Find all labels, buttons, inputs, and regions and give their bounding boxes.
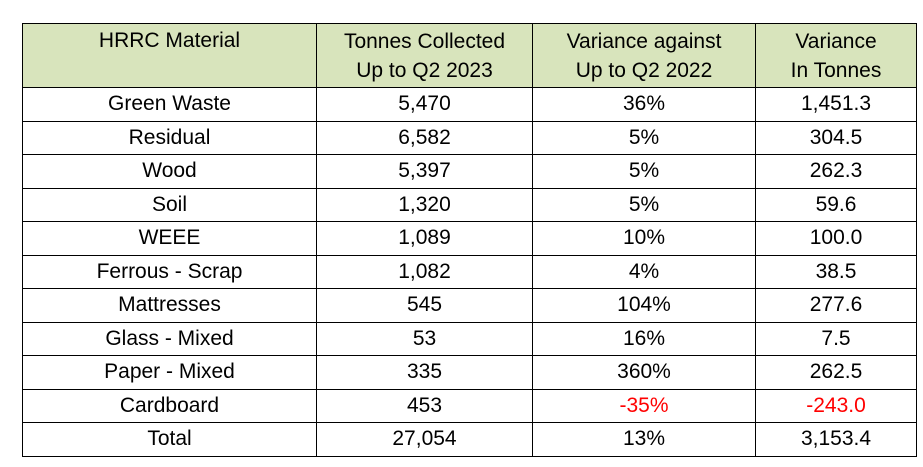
table-row: Glass - Mixed 53 16% 7.5 <box>22 321 917 356</box>
tonnes-cell: 545 <box>316 288 533 323</box>
variance-pct-cell: 5% <box>532 187 756 222</box>
material-cell: Mattresses <box>22 288 317 323</box>
variance-tonnes-cell: 7.5 <box>755 321 917 356</box>
tonnes-cell: 1,082 <box>316 254 533 289</box>
variance-pct-cell: 10% <box>532 221 756 256</box>
tonnes-cell: 5,470 <box>316 87 533 122</box>
variance-pct-cell: 4% <box>532 254 756 289</box>
variance-tonnes-cell: 59.6 <box>755 187 917 222</box>
variance-pct-cell: 5% <box>532 154 756 189</box>
table-row: Green Waste 5,470 36% 1,451.3 <box>22 87 917 122</box>
tonnes-cell: 53 <box>316 321 533 356</box>
variance-pct-cell: 360% <box>532 355 756 390</box>
variance-tonnes-cell: -243.0 <box>755 388 917 423</box>
table-row: Total 27,054 13% 3,153.4 <box>22 422 917 457</box>
material-cell: Total <box>22 422 317 457</box>
variance-tonnes-cell: 262.5 <box>755 355 917 390</box>
variance-tonnes-cell: 1,451.3 <box>755 87 917 122</box>
material-cell: Cardboard <box>22 388 317 423</box>
header-variance-line2: Up to Q2 2022 <box>575 58 713 82</box>
material-cell: Soil <box>22 187 317 222</box>
table-body: Green Waste 5,470 36% 1,451.3 Residual 6,582 5… <box>22 87 917 457</box>
material-cell: Ferrous - Scrap <box>22 254 317 289</box>
tonnes-cell: 5,397 <box>316 154 533 189</box>
variance-pct-cell: -35% <box>532 388 756 423</box>
variance-tonnes-cell: 262.3 <box>755 154 917 189</box>
table-header-row: HRRC Material Tonnes Collected Up to Q2 … <box>22 23 917 88</box>
variance-pct-cell: 16% <box>532 321 756 356</box>
table-row: Paper - Mixed 335 360% 262.5 <box>22 355 917 390</box>
variance-tonnes-cell: 3,153.4 <box>755 422 917 457</box>
tonnes-cell: 1,089 <box>316 221 533 256</box>
table-row: Residual 6,582 5% 304.5 <box>22 120 917 155</box>
material-cell: Wood <box>22 154 317 189</box>
variance-pct-cell: 5% <box>532 120 756 155</box>
header-variance-tonnes-line1: Variance <box>795 29 877 53</box>
tonnes-cell: 6,582 <box>316 120 533 155</box>
variance-pct-cell: 13% <box>532 422 756 457</box>
tonnes-cell: 335 <box>316 355 533 390</box>
header-variance-against: Variance against Up to Q2 2022 <box>532 23 756 88</box>
table-row: WEEE 1,089 10% 100.0 <box>22 221 917 256</box>
header-tonnes-line2: Up to Q2 2023 <box>356 58 493 82</box>
table-row: Ferrous - Scrap 1,082 4% 38.5 <box>22 254 917 289</box>
material-cell: Residual <box>22 120 317 155</box>
variance-tonnes-cell: 100.0 <box>755 221 917 256</box>
table-row: Soil 1,320 5% 59.6 <box>22 187 917 222</box>
header-variance-tonnes-line2: In Tonnes <box>790 58 882 82</box>
variance-pct-cell: 36% <box>532 87 756 122</box>
hrrc-material-table: HRRC Material Tonnes Collected Up to Q2 … <box>22 23 917 457</box>
material-cell: Paper - Mixed <box>22 355 317 390</box>
variance-tonnes-cell: 38.5 <box>755 254 917 289</box>
table-row: Cardboard 453 -35% -243.0 <box>22 388 917 423</box>
header-tonnes-line1: Tonnes Collected <box>343 29 506 53</box>
header-variance-tonnes: Variance In Tonnes <box>755 23 917 88</box>
tonnes-cell: 27,054 <box>316 422 533 457</box>
tonnes-cell: 1,320 <box>316 187 533 222</box>
material-cell: WEEE <box>22 221 317 256</box>
header-material: HRRC Material <box>22 23 317 88</box>
table-row: Mattresses 545 104% 277.6 <box>22 288 917 323</box>
variance-pct-cell: 104% <box>532 288 756 323</box>
header-material-line1: HRRC Material <box>98 29 241 52</box>
header-variance-line1: Variance against <box>566 29 722 53</box>
material-cell: Green Waste <box>22 87 317 122</box>
material-cell: Glass - Mixed <box>22 321 317 356</box>
table-row: Wood 5,397 5% 262.3 <box>22 154 917 189</box>
variance-tonnes-cell: 304.5 <box>755 120 917 155</box>
header-tonnes-collected: Tonnes Collected Up to Q2 2023 <box>316 23 533 88</box>
tonnes-cell: 453 <box>316 388 533 423</box>
variance-tonnes-cell: 277.6 <box>755 288 917 323</box>
